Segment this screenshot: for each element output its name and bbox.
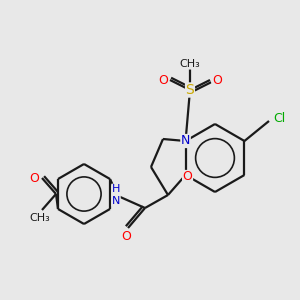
- Text: O: O: [158, 74, 168, 86]
- Text: CH₃: CH₃: [180, 59, 200, 69]
- Text: O: O: [29, 172, 39, 184]
- Text: N: N: [181, 134, 190, 148]
- Text: CH₃: CH₃: [30, 213, 50, 223]
- Text: Cl: Cl: [273, 112, 285, 124]
- Text: S: S: [186, 83, 194, 97]
- Text: O: O: [121, 230, 131, 242]
- Text: H
N: H N: [112, 184, 120, 206]
- Text: O: O: [183, 170, 193, 184]
- Text: O: O: [212, 74, 222, 86]
